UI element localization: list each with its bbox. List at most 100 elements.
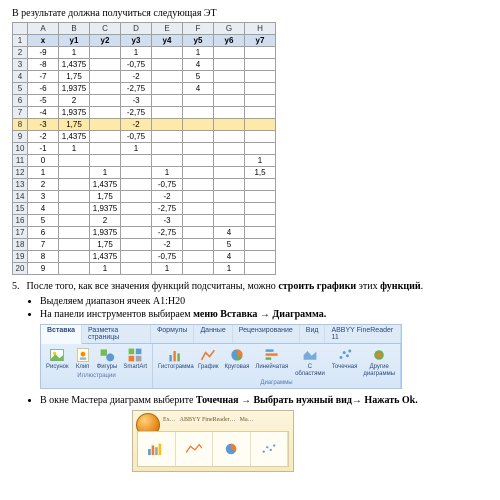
- cell[interactable]: 1,4375: [59, 59, 90, 71]
- cell[interactable]: [214, 59, 245, 71]
- col-header-B[interactable]: B: [59, 23, 90, 35]
- cell[interactable]: 1: [121, 47, 152, 59]
- cell[interactable]: [152, 59, 183, 71]
- cell[interactable]: [152, 47, 183, 59]
- cell[interactable]: 1: [59, 143, 90, 155]
- row-header-17[interactable]: 17: [13, 227, 28, 239]
- chart-thumb-3[interactable]: [213, 432, 251, 466]
- cell[interactable]: 5: [214, 239, 245, 251]
- cell[interactable]: 1,9375: [59, 107, 90, 119]
- chart-button[interactable]: Другие диаграммы: [361, 346, 397, 379]
- ribbon-tab[interactable]: Формулы: [151, 325, 194, 343]
- illus-button[interactable]: Фигуры: [95, 346, 120, 372]
- cell[interactable]: 5: [183, 71, 214, 83]
- illus-button[interactable]: Клип: [73, 346, 93, 372]
- col-header-D[interactable]: D: [121, 23, 152, 35]
- cell[interactable]: -0,75: [121, 131, 152, 143]
- cell[interactable]: 2: [90, 215, 121, 227]
- cell[interactable]: -2,75: [121, 83, 152, 95]
- row-header-4[interactable]: 4: [13, 71, 28, 83]
- cell[interactable]: [214, 215, 245, 227]
- cell[interactable]: [214, 191, 245, 203]
- row-header-16[interactable]: 16: [13, 215, 28, 227]
- cell[interactable]: 4: [28, 203, 59, 215]
- cell[interactable]: 1: [183, 47, 214, 59]
- row-header-3[interactable]: 3: [13, 59, 28, 71]
- cell[interactable]: 3: [28, 191, 59, 203]
- col-header-H[interactable]: H: [245, 23, 276, 35]
- cell[interactable]: [59, 263, 90, 275]
- cell[interactable]: -2,75: [121, 107, 152, 119]
- cell[interactable]: [245, 191, 276, 203]
- cell[interactable]: -2,75: [152, 203, 183, 215]
- cell[interactable]: [245, 251, 276, 263]
- cell[interactable]: [59, 155, 90, 167]
- cell[interactable]: [121, 155, 152, 167]
- row-header-10[interactable]: 10: [13, 143, 28, 155]
- cell[interactable]: [214, 71, 245, 83]
- cell[interactable]: -5: [28, 95, 59, 107]
- ribbon-tab[interactable]: ABBYY FineReader 11: [325, 325, 401, 343]
- header-cell[interactable]: y4: [152, 35, 183, 47]
- cell[interactable]: [152, 143, 183, 155]
- header-cell[interactable]: y6: [214, 35, 245, 47]
- cell[interactable]: [245, 107, 276, 119]
- row-header-2[interactable]: 2: [13, 47, 28, 59]
- chart-thumb-4[interactable]: [251, 432, 289, 466]
- cell[interactable]: [214, 203, 245, 215]
- cell[interactable]: [245, 215, 276, 227]
- cell[interactable]: [183, 107, 214, 119]
- cell[interactable]: [214, 95, 245, 107]
- header-cell[interactable]: y1: [59, 35, 90, 47]
- cell[interactable]: [90, 83, 121, 95]
- cell[interactable]: -2: [28, 131, 59, 143]
- cell[interactable]: [121, 227, 152, 239]
- cell[interactable]: [152, 83, 183, 95]
- small-tab[interactable]: Ma…: [240, 417, 254, 423]
- row-header-11[interactable]: 11: [13, 155, 28, 167]
- cell[interactable]: [245, 59, 276, 71]
- header-cell[interactable]: y7: [245, 35, 276, 47]
- cell[interactable]: -0,75: [152, 179, 183, 191]
- row-header-18[interactable]: 18: [13, 239, 28, 251]
- header-cell[interactable]: x: [28, 35, 59, 47]
- cell[interactable]: 1: [152, 263, 183, 275]
- row-header-1[interactable]: 1: [13, 35, 28, 47]
- cell[interactable]: [245, 227, 276, 239]
- cell[interactable]: [214, 47, 245, 59]
- cell[interactable]: 1: [245, 155, 276, 167]
- cell[interactable]: [245, 95, 276, 107]
- cell[interactable]: [90, 95, 121, 107]
- cell[interactable]: 4: [214, 251, 245, 263]
- cell[interactable]: [183, 215, 214, 227]
- cell[interactable]: -2: [152, 239, 183, 251]
- cell[interactable]: [90, 131, 121, 143]
- header-cell[interactable]: y5: [183, 35, 214, 47]
- cell[interactable]: [59, 215, 90, 227]
- row-header-7[interactable]: 7: [13, 107, 28, 119]
- cell[interactable]: 1,75: [90, 239, 121, 251]
- cell[interactable]: [152, 155, 183, 167]
- cell[interactable]: [183, 167, 214, 179]
- cell[interactable]: -3: [28, 119, 59, 131]
- cell[interactable]: [183, 155, 214, 167]
- cell[interactable]: [183, 251, 214, 263]
- cell[interactable]: [214, 119, 245, 131]
- cell[interactable]: [183, 131, 214, 143]
- cell[interactable]: [121, 179, 152, 191]
- cell[interactable]: 1,75: [90, 191, 121, 203]
- small-tab[interactable]: ABBYY FineReader…: [180, 417, 236, 423]
- row-header-15[interactable]: 15: [13, 203, 28, 215]
- cell[interactable]: [90, 119, 121, 131]
- cell[interactable]: 1,9375: [59, 83, 90, 95]
- cell[interactable]: [214, 107, 245, 119]
- chart-button[interactable]: Точечная: [330, 346, 360, 379]
- cell[interactable]: [245, 179, 276, 191]
- row-header-20[interactable]: 20: [13, 263, 28, 275]
- cell[interactable]: -2: [121, 119, 152, 131]
- cell[interactable]: 1,4375: [59, 131, 90, 143]
- cell[interactable]: 9: [28, 263, 59, 275]
- cell[interactable]: 4: [183, 83, 214, 95]
- cell[interactable]: [59, 227, 90, 239]
- cell[interactable]: [214, 131, 245, 143]
